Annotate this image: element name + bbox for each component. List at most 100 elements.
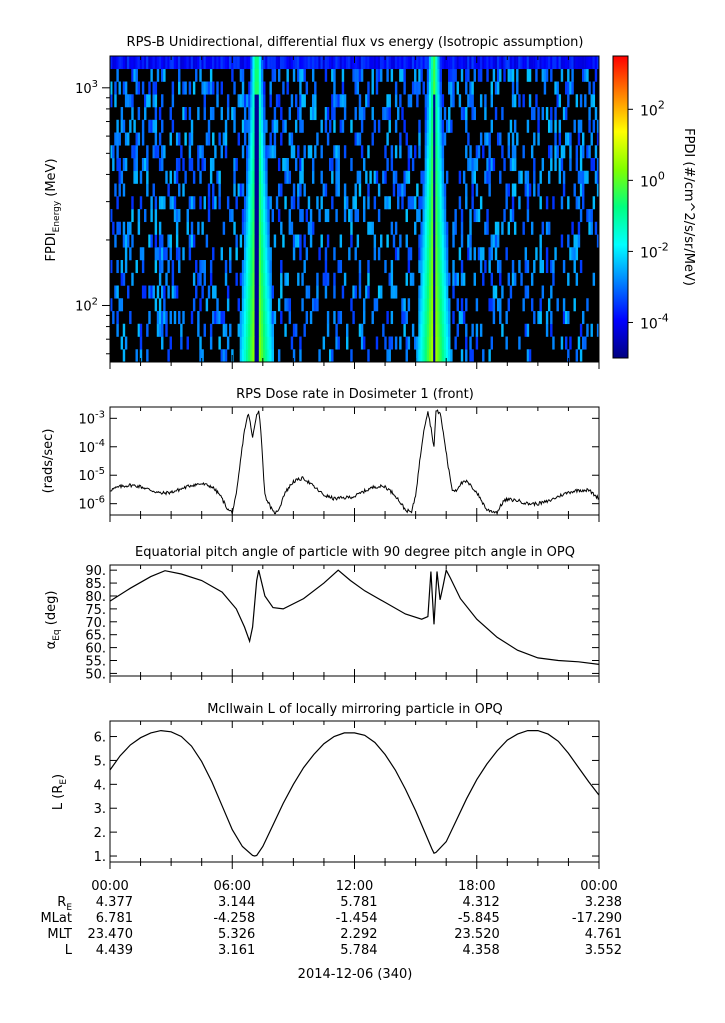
spectrogram-cell <box>403 81 406 95</box>
spectrogram-cell <box>541 260 545 274</box>
spectrogram-cell <box>248 170 251 184</box>
spectrogram-cell <box>209 323 213 337</box>
spectrogram-cell <box>252 323 255 337</box>
spectrogram-cell <box>267 336 270 350</box>
spectrogram-cell <box>167 56 170 70</box>
spectrogram-cell <box>439 272 442 286</box>
spectrogram-cell <box>426 209 430 223</box>
spectrogram-cell <box>592 81 596 95</box>
ephemeris-row-label: MLat <box>40 911 72 926</box>
spectrogram-cell <box>197 323 200 337</box>
spectrogram-cell <box>224 132 228 146</box>
spectrogram-cell <box>579 323 583 337</box>
spectrogram-cell <box>492 158 496 172</box>
spectrogram-cell <box>190 158 194 172</box>
spectrogram-cell <box>581 145 585 159</box>
spectrogram-cell <box>263 336 266 350</box>
panel-pitch-angle: Equatorial pitch angle of particle with … <box>44 545 600 683</box>
spectrogram-cell <box>581 311 585 325</box>
spectrogram-cell <box>122 234 126 248</box>
spectrogram-cell <box>388 94 391 108</box>
spectrogram-cell <box>169 56 172 70</box>
spectrogram-cell <box>420 170 423 184</box>
spectrogram-cell <box>286 170 289 184</box>
spectrogram-cell <box>277 68 281 82</box>
spectrogram-cell <box>258 170 262 184</box>
spectrogram-cell <box>152 81 155 95</box>
spectrogram-cell <box>258 56 262 70</box>
spectrogram-cell <box>284 158 287 172</box>
spectrogram-cell <box>299 107 302 121</box>
spectrogram-cell <box>316 132 319 146</box>
spectrogram-cell <box>201 145 204 159</box>
spectrogram-cell <box>241 285 245 299</box>
spectrogram-cell <box>337 94 340 108</box>
spectrogram-cell <box>150 234 153 248</box>
spectrogram-cell <box>588 107 591 121</box>
spectrogram-cell <box>178 132 181 146</box>
spectrogram-cell <box>437 298 440 312</box>
spectrogram-cell <box>297 68 300 82</box>
spectrogram-cell <box>152 94 155 108</box>
spectrogram-cell <box>567 56 570 70</box>
spectrogram-cell <box>267 272 270 286</box>
spectrogram-cell <box>552 260 555 274</box>
spectrogram-cell <box>286 56 289 70</box>
spectrogram-cell <box>420 272 423 286</box>
spectrogram-cell <box>416 56 419 70</box>
spectrogram-cell <box>265 56 268 70</box>
spectrogram-cell <box>252 285 255 299</box>
spectrogram-cell <box>479 323 483 337</box>
spectrogram-cell <box>420 285 423 299</box>
spectrogram-cell <box>356 56 360 70</box>
spectrogram-cell <box>354 247 357 261</box>
spectrogram-cell <box>496 81 500 95</box>
spectrogram-cell <box>267 260 270 274</box>
spectrogram-cell <box>188 107 192 121</box>
spectrogram-cell <box>256 183 260 197</box>
spectrogram-cell <box>311 94 315 108</box>
spectrogram-cell <box>252 132 255 146</box>
spectrogram-cell <box>428 298 432 312</box>
spectrogram-cell <box>284 170 287 184</box>
spectrogram-cell <box>373 298 377 312</box>
spectrogram-cell <box>511 260 515 274</box>
spectrogram-cell <box>260 132 264 146</box>
spectrogram-cell <box>450 94 453 108</box>
spectrogram-cell <box>169 247 172 261</box>
spectrogram-cell <box>554 132 557 146</box>
spectrogram-cell <box>314 145 317 159</box>
spectrogram-cell <box>178 56 181 70</box>
spectrogram-cell <box>182 56 185 70</box>
spectrogram-cell <box>280 132 283 146</box>
spectrogram-cell <box>426 311 430 325</box>
spectrogram-cell <box>562 311 566 325</box>
spectrogram-cell <box>547 145 551 159</box>
spectrogram-cell <box>114 56 117 70</box>
spectrogram-cell <box>560 336 564 350</box>
spectrogram-cell <box>518 260 521 274</box>
spectrogram-cell <box>163 285 166 299</box>
spectrogram-cell <box>243 349 247 363</box>
spectrogram-cell <box>256 285 260 299</box>
spectrogram-cell <box>201 81 204 95</box>
spectrogram-cell <box>518 336 521 350</box>
spectrogram-cell <box>297 234 300 248</box>
spectrogram-cell <box>441 349 445 363</box>
spectrogram-cell <box>218 170 221 184</box>
spectrogram-cell <box>135 56 138 70</box>
ephemeris-value: 23.520 <box>454 927 500 942</box>
spectrogram-cell <box>331 94 334 108</box>
spectrogram-cell <box>441 234 445 248</box>
spectrogram-cell <box>148 234 151 248</box>
spectrogram-cell <box>437 221 440 235</box>
spectrogram-cell <box>122 272 126 286</box>
spectrogram-cell <box>414 56 417 70</box>
spectrogram-cell <box>418 81 421 95</box>
spectrogram-cell <box>197 272 200 286</box>
spectrogram-cell <box>482 56 485 70</box>
spectrogram-cell <box>146 94 149 108</box>
spectrogram-cell <box>250 94 253 108</box>
spectrogram-cell <box>475 158 479 172</box>
spectrogram-cell <box>426 272 430 286</box>
